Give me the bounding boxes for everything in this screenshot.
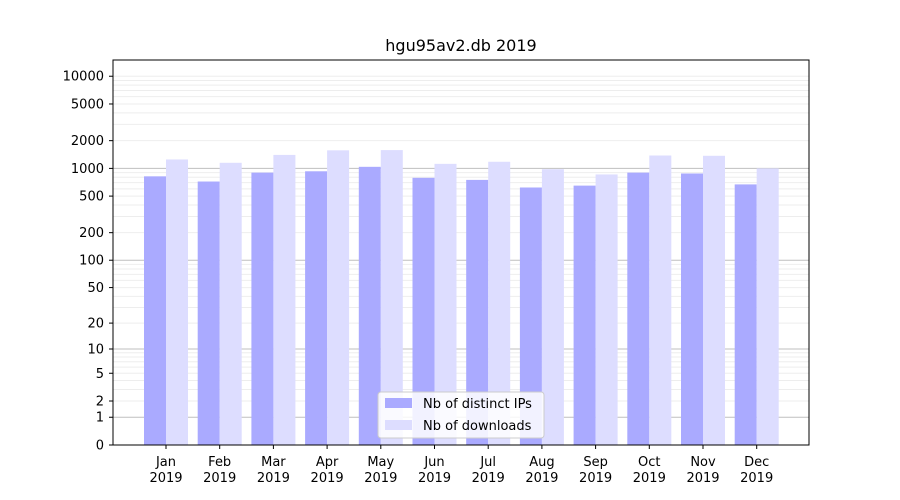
x-tick-label: Mar 2019 bbox=[257, 455, 290, 486]
y-tick-label: 10 bbox=[87, 342, 104, 357]
legend-label-downloads: Nb of downloads bbox=[423, 419, 532, 434]
legend-swatch-downloads bbox=[385, 420, 412, 430]
bar-downloads bbox=[488, 161, 511, 445]
bars bbox=[144, 150, 779, 446]
bar-downloads bbox=[595, 174, 618, 445]
legend-swatch-distinct-ips bbox=[385, 398, 412, 408]
bar-distinct-ips bbox=[358, 166, 381, 445]
legend-box bbox=[377, 391, 545, 439]
y-tick-label: 5 bbox=[96, 367, 104, 382]
bar-distinct-ips bbox=[144, 176, 166, 445]
bar-downloads bbox=[380, 150, 403, 445]
y-tick-label: 5000 bbox=[71, 97, 104, 112]
bar-distinct-ips bbox=[305, 171, 328, 446]
bar-distinct-ips bbox=[412, 177, 435, 445]
axes: 0 12 5 10 20 50 100 200 500 1000 2000 5000 10000 Jan 2… bbox=[63, 70, 774, 486]
x-tick-label: Jun 2019 bbox=[418, 455, 451, 486]
bar-downloads bbox=[756, 168, 779, 445]
bar-downloads bbox=[327, 150, 350, 445]
bar-distinct-ips bbox=[519, 187, 542, 445]
x-tick-label: Jul 2019 bbox=[472, 455, 505, 486]
bar-distinct-ips bbox=[573, 185, 596, 445]
bar-distinct-ips bbox=[197, 181, 220, 445]
y-tick-label: 2 bbox=[96, 395, 104, 410]
bar-distinct-ips bbox=[734, 184, 757, 445]
x-tick-label: Feb 2019 bbox=[203, 455, 236, 486]
y-tick-label: 20 bbox=[87, 317, 104, 332]
x-tick-label: May 2019 bbox=[364, 455, 397, 486]
y-tick-label: 10000 bbox=[63, 70, 104, 85]
bar-distinct-ips bbox=[466, 179, 489, 445]
x-tick-label: Nov 2019 bbox=[686, 455, 719, 486]
y-tick-label: 2000 bbox=[71, 134, 104, 149]
x-tick-label: Jan 2019 bbox=[149, 455, 182, 486]
bar-downloads bbox=[166, 159, 188, 445]
x-tick-label: Aug 2019 bbox=[525, 455, 558, 486]
x-tick-label: Apr 2019 bbox=[311, 455, 344, 486]
y-tick-label: 200 bbox=[79, 226, 104, 241]
bar-downloads bbox=[703, 155, 725, 446]
y-tick-label: 0 bbox=[96, 439, 104, 454]
bar-distinct-ips bbox=[627, 172, 650, 446]
y-tick-label: 100 bbox=[79, 254, 104, 269]
plot-frame bbox=[112, 59, 810, 446]
y-tick-label: 50 bbox=[87, 281, 104, 296]
y-tick-label: 500 bbox=[79, 190, 104, 205]
bar-distinct-ips bbox=[251, 172, 274, 446]
x-tick-label: Sep 2019 bbox=[579, 455, 612, 486]
x-tick-label: Oct 2019 bbox=[633, 455, 666, 486]
chart-title: hgu95av2.db 2019 bbox=[385, 36, 536, 55]
bar-downloads bbox=[434, 163, 457, 446]
bar-downloads bbox=[219, 162, 242, 445]
y-tick-label: 1 bbox=[96, 411, 104, 426]
y-tick-label: 1000 bbox=[71, 162, 104, 177]
x-tick-label: Dec 2019 bbox=[740, 455, 773, 486]
bar-distinct-ips bbox=[681, 173, 703, 445]
bar-downloads bbox=[273, 154, 296, 445]
bar-downloads bbox=[541, 169, 564, 445]
bar-downloads bbox=[649, 155, 672, 445]
legend: Nb of distinct IPs Nb of downloads bbox=[377, 391, 545, 439]
legend-label-distinct-ips: Nb of distinct IPs bbox=[423, 397, 532, 412]
